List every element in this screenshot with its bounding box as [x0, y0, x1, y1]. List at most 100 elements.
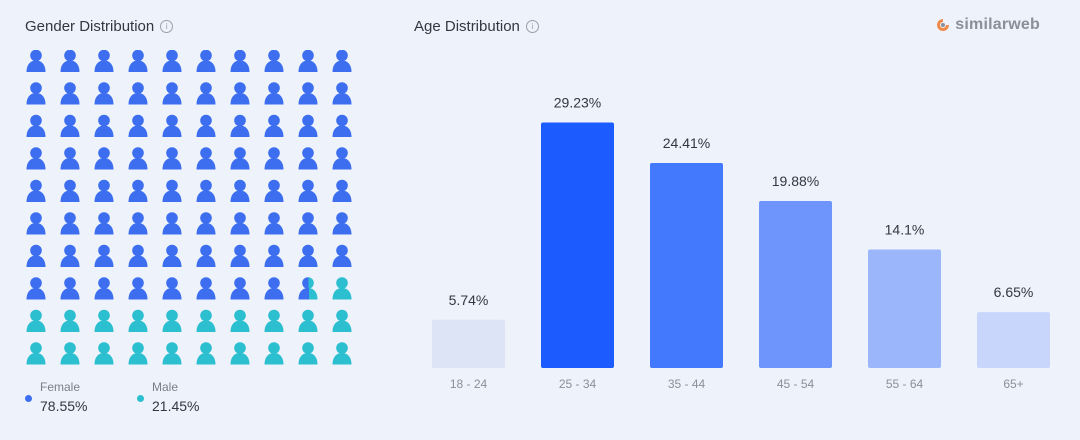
- person-icon: [60, 277, 80, 300]
- bar-value-label: 6.65%: [994, 284, 1034, 300]
- person-icon: [162, 179, 182, 202]
- person-icon: [196, 82, 216, 105]
- person-icon: [94, 147, 114, 170]
- female-value: 78.55%: [40, 398, 88, 414]
- person-icon: [128, 277, 148, 300]
- age-category-label: 65+: [1003, 377, 1023, 391]
- person-icon: [26, 114, 46, 137]
- male-dot: [137, 395, 144, 402]
- age-bar[interactable]: [650, 162, 723, 368]
- person-icon: [128, 309, 148, 332]
- person-icon: [128, 244, 148, 267]
- person-icon: [332, 309, 352, 332]
- person-icon: [60, 50, 80, 72]
- person-icon: [196, 50, 216, 72]
- person-icon: [94, 277, 114, 300]
- person-icon: [162, 277, 182, 300]
- age-category-label: 35 - 44: [668, 377, 706, 391]
- person-icon: [94, 179, 114, 202]
- person-icon: [298, 114, 318, 137]
- person-icon: [60, 147, 80, 170]
- person-icon: [60, 179, 80, 202]
- person-icon: [264, 114, 284, 137]
- person-icon: [162, 212, 182, 235]
- person-icon: [264, 309, 284, 332]
- person-icon: [60, 212, 80, 235]
- person-icon: [94, 114, 114, 137]
- person-icon: [94, 50, 114, 72]
- person-icon: [26, 244, 46, 267]
- person-icon: [162, 342, 182, 365]
- person-icon: [264, 82, 284, 105]
- person-icon: [128, 114, 148, 137]
- info-icon[interactable]: i: [160, 20, 174, 33]
- person-icon: [230, 342, 250, 365]
- brand-logo: similarweb: [936, 16, 1040, 34]
- person-icon: [94, 244, 114, 267]
- male-value: 21.45%: [152, 398, 200, 414]
- person-icon: [196, 342, 216, 365]
- person-icon: [26, 147, 46, 170]
- person-icon: [60, 82, 80, 105]
- person-icon: [162, 244, 182, 267]
- age-title-text: Age Distribution: [414, 18, 520, 35]
- person-icon: [26, 309, 46, 332]
- gender-waffle-chart: [26, 50, 352, 365]
- info-icon[interactable]: i: [525, 20, 539, 33]
- person-icon: [26, 179, 46, 202]
- age-bar[interactable]: [541, 122, 614, 368]
- person-icon: [298, 342, 318, 365]
- person-icon: [162, 309, 182, 332]
- person-icon: [332, 244, 352, 267]
- person-icon: [60, 114, 80, 137]
- age-category-label: 18 - 24: [450, 377, 488, 391]
- age-bar[interactable]: [977, 312, 1050, 368]
- person-icon: [60, 309, 80, 332]
- bar-value-label: 19.88%: [772, 173, 819, 189]
- person-icon: [264, 147, 284, 170]
- person-icon: [230, 244, 250, 267]
- age-category-label: 55 - 64: [886, 377, 924, 391]
- person-icon: [264, 50, 284, 72]
- bar-value-label: 29.23%: [554, 94, 601, 110]
- person-icon: [26, 50, 46, 72]
- person-icon: [128, 82, 148, 105]
- age-bar[interactable]: [868, 249, 941, 368]
- person-icon: [298, 212, 318, 235]
- age-bar[interactable]: [759, 201, 832, 368]
- person-icon: [162, 114, 182, 137]
- person-icon: [332, 114, 352, 137]
- person-icon: [332, 277, 352, 300]
- person-icon: [196, 114, 216, 137]
- person-icon: [264, 342, 284, 365]
- brand-name: similarweb: [955, 16, 1040, 33]
- person-icon: [298, 277, 318, 300]
- person-icon: [128, 50, 148, 72]
- person-icon: [264, 179, 284, 202]
- person-icon: [332, 50, 352, 72]
- person-icon: [60, 244, 80, 267]
- person-icon: [162, 82, 182, 105]
- person-icon: [298, 309, 318, 332]
- age-category-label: 45 - 54: [777, 377, 815, 391]
- similarweb-logo-icon: [937, 19, 950, 31]
- bar-value-label: 24.41%: [663, 135, 710, 151]
- person-icon: [264, 244, 284, 267]
- person-icon: [26, 277, 46, 300]
- female-label: Female: [40, 380, 81, 394]
- age-category-label: 25 - 34: [559, 377, 597, 391]
- male-label: Male: [152, 380, 179, 394]
- person-icon: [230, 309, 250, 332]
- person-icon: [298, 82, 318, 105]
- person-icon: [298, 147, 318, 170]
- person-icon: [230, 277, 250, 300]
- person-icon: [196, 244, 216, 267]
- person-icon: [26, 212, 46, 235]
- person-icon: [26, 342, 46, 365]
- bar-value-label: 5.74%: [449, 292, 489, 308]
- person-icon: [196, 212, 216, 235]
- person-icon: [332, 212, 352, 235]
- person-icon: [162, 50, 182, 72]
- age-bar[interactable]: [432, 319, 505, 368]
